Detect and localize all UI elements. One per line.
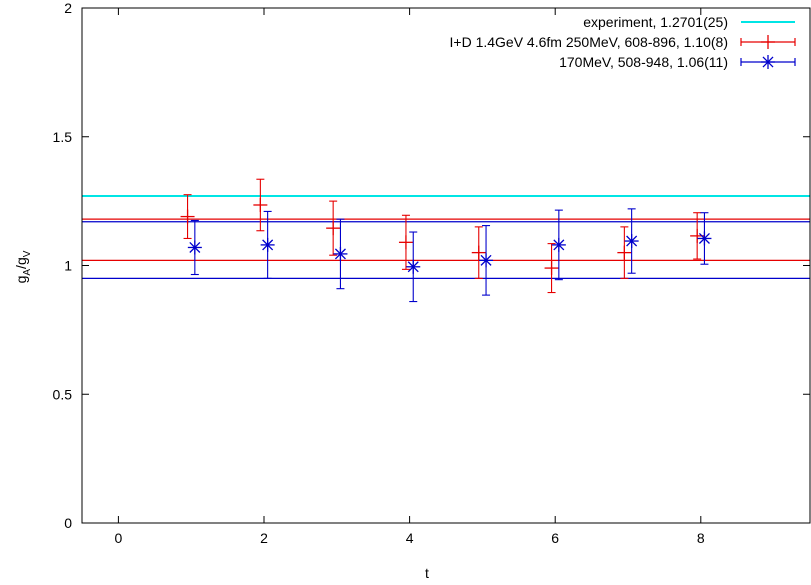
y-tick-label: 0.5 xyxy=(53,386,73,402)
point-marker xyxy=(624,234,639,249)
data-point-star xyxy=(697,212,712,265)
data-point-star xyxy=(187,219,202,276)
legend-label: experiment, 1.2701(25) xyxy=(583,14,728,30)
marker-stroke xyxy=(480,254,492,266)
x-tick-label: 2 xyxy=(260,530,268,546)
point-marker xyxy=(333,246,348,261)
marker-stroke xyxy=(262,239,274,251)
marker-stroke xyxy=(553,239,565,251)
data-point-star xyxy=(260,210,275,279)
y-tick-label: 2 xyxy=(64,0,72,16)
point-marker xyxy=(551,237,566,252)
legend-marker xyxy=(761,35,775,49)
legend-label: 170MeV, 508-948, 1.06(11) xyxy=(559,54,728,70)
data-point-star xyxy=(333,218,348,290)
y-tick-label: 1.5 xyxy=(53,129,73,145)
data-point-plus xyxy=(398,214,413,270)
marker-stroke xyxy=(698,232,710,244)
point-marker xyxy=(406,259,421,274)
data-point-plus xyxy=(471,226,486,279)
points-layer xyxy=(180,178,712,303)
data-point-plus xyxy=(544,243,559,294)
x-tick-label: 0 xyxy=(115,530,123,546)
marker-stroke xyxy=(626,235,638,247)
y-tick-label: 1 xyxy=(64,258,72,274)
point-marker xyxy=(479,253,494,268)
marker-stroke xyxy=(189,241,201,253)
legend-entry: I+D 1.4GeV 4.6fm 250MeV, 608-896, 1.10(8… xyxy=(450,34,796,50)
data-point-plus xyxy=(180,194,195,240)
point-marker xyxy=(180,209,195,224)
point-marker xyxy=(398,235,413,250)
x-tick-label: 8 xyxy=(697,530,705,546)
data-point-plus xyxy=(253,178,268,232)
legend-label: I+D 1.4GeV 4.6fm 250MeV, 608-896, 1.10(8… xyxy=(450,34,729,50)
marker-stroke xyxy=(407,261,419,273)
data-point-plus xyxy=(617,226,632,279)
point-marker xyxy=(187,240,202,255)
marker-stroke xyxy=(334,248,346,260)
x-axis-label: t xyxy=(425,565,429,581)
y-axis-label: gA/gV xyxy=(13,250,33,283)
point-marker xyxy=(471,245,486,260)
point-marker xyxy=(260,237,275,252)
legend-entry: 170MeV, 508-948, 1.06(11) xyxy=(559,54,796,70)
legend-entry: experiment, 1.2701(25) xyxy=(583,14,795,30)
legend-marker xyxy=(761,55,775,69)
point-marker xyxy=(326,221,341,236)
point-marker xyxy=(617,245,632,260)
x-tick-label: 6 xyxy=(551,530,559,546)
marker-stroke xyxy=(762,56,774,68)
y-tick-label: 0 xyxy=(64,515,72,531)
data-point-star xyxy=(406,231,421,303)
data-point-plus xyxy=(326,200,341,256)
data-point-star xyxy=(624,208,639,274)
bands-layer xyxy=(82,194,810,279)
x-tick-label: 4 xyxy=(406,530,414,546)
plot-frame xyxy=(81,7,811,524)
data-point-star xyxy=(551,209,566,281)
ticks-layer: 0 2 4 6 8 0 0.5 1 1.5 2 xyxy=(53,0,810,546)
point-marker xyxy=(697,231,712,246)
data-point-star xyxy=(479,225,494,296)
legend: experiment, 1.2701(25) I+D 1.4GeV 4.6fm 2… xyxy=(450,14,796,70)
point-marker xyxy=(544,261,559,276)
point-marker xyxy=(253,197,268,212)
